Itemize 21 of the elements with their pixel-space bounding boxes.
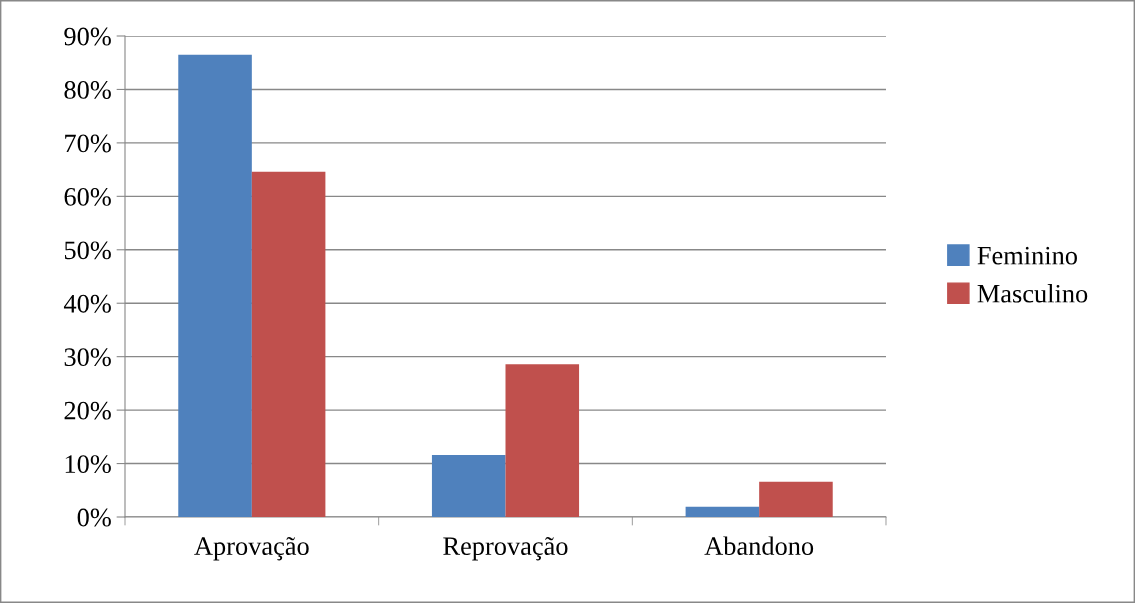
bar (178, 54, 252, 517)
y-tick-label: 10% (65, 455, 111, 474)
y-tick-label: 0% (77, 508, 111, 527)
y-tick-label: 90% (64, 27, 111, 46)
bar (759, 481, 833, 517)
x-tick-label: Aprovação (194, 536, 309, 561)
y-tick-label: 50% (64, 241, 111, 260)
legend-label: Feminino (977, 246, 1077, 265)
y-tick-label: 80% (64, 81, 111, 99)
legend-label: Masculino (977, 284, 1088, 303)
bar (251, 171, 326, 517)
x-tick-label: Reprovação (443, 536, 568, 561)
y-tick-label: 30% (64, 348, 111, 367)
x-tick-label: Abandono (704, 536, 814, 556)
y-tick-label: 70% (65, 134, 111, 153)
bar (505, 364, 580, 517)
y-tick-label: 20% (64, 401, 111, 420)
bar (685, 506, 760, 517)
y-tick-label: 60% (64, 187, 111, 206)
y-tick-label: 40% (63, 294, 111, 313)
bar (431, 455, 506, 517)
